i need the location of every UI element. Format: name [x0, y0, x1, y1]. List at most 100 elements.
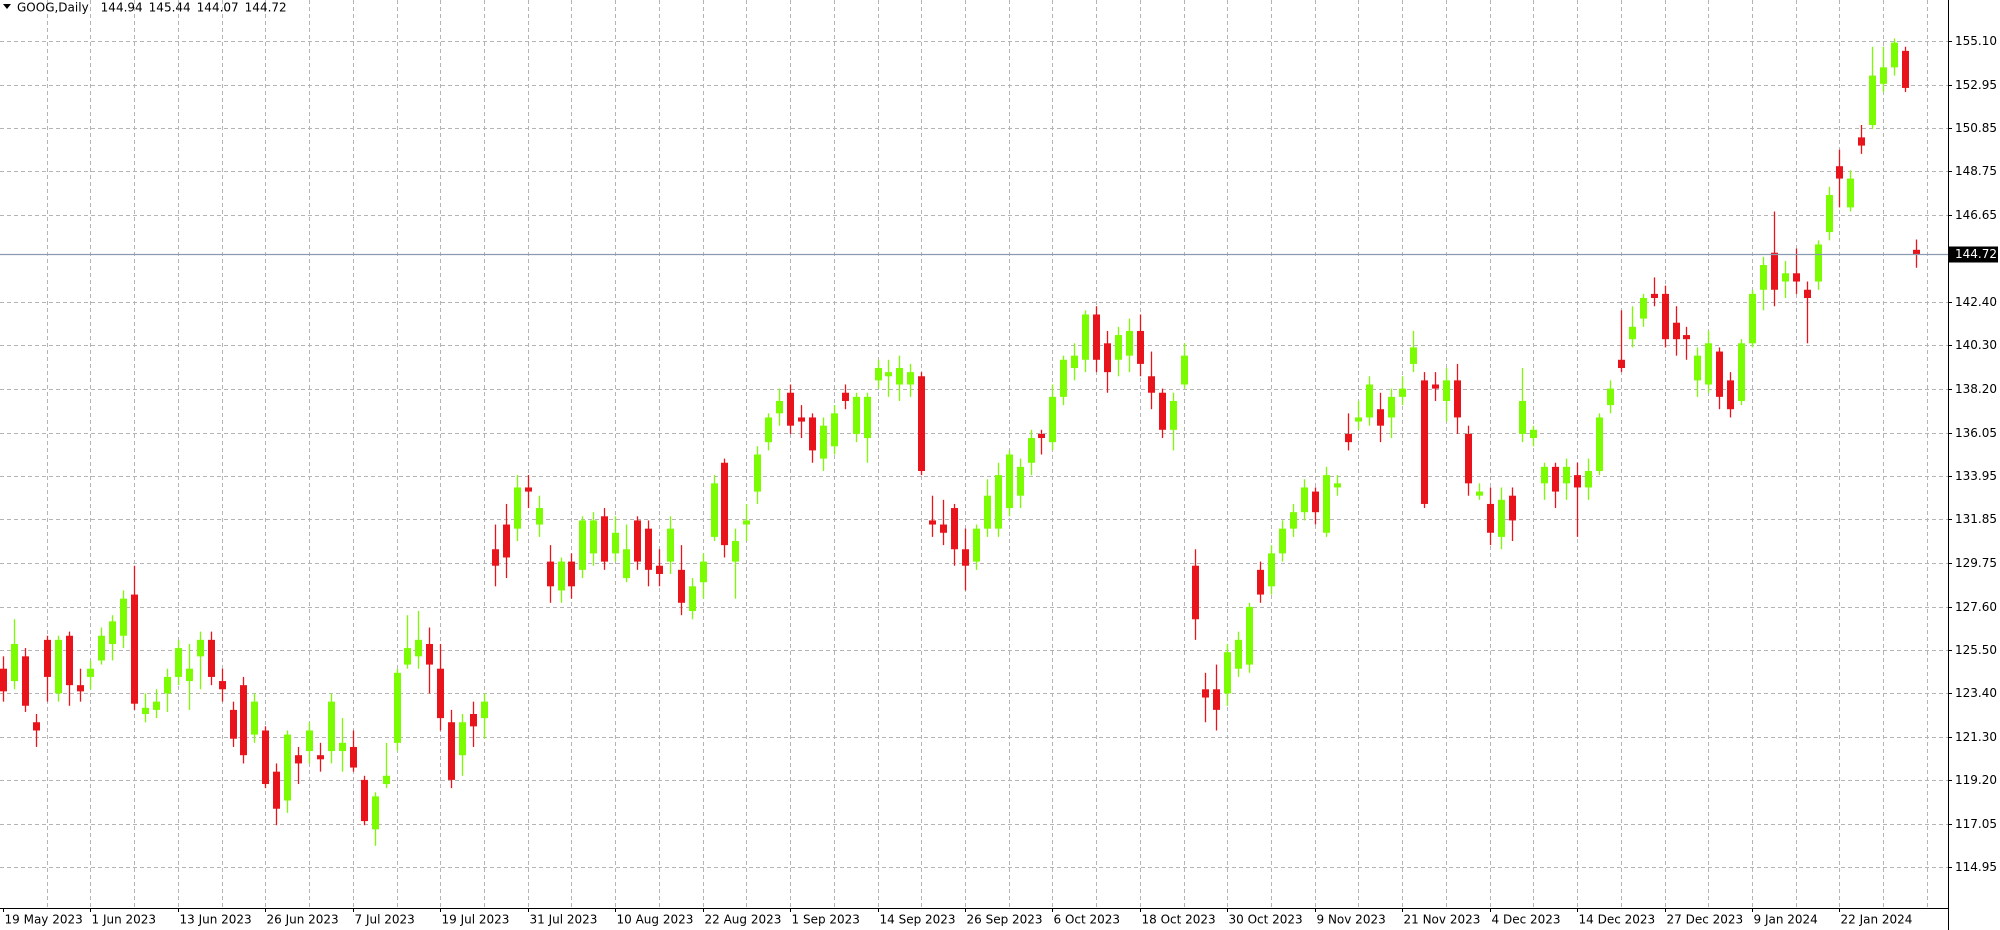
candle-body	[339, 742, 346, 752]
candle-body	[426, 643, 433, 665]
y-tick-label: 148.75	[1955, 164, 1997, 178]
candle-body	[1257, 569, 1264, 595]
y-tick-label: 127.60	[1955, 600, 1997, 614]
candle-body	[306, 730, 313, 752]
candle-body	[1279, 528, 1286, 554]
candle-body	[558, 561, 565, 591]
candle-body	[1334, 483, 1341, 488]
candle-body	[885, 372, 892, 377]
candle-body	[87, 668, 94, 677]
candle-body	[394, 672, 401, 743]
x-tick-label: 1 Jun 2023	[92, 913, 157, 927]
candle-body	[404, 648, 411, 665]
candle-body	[623, 549, 630, 579]
candle-body	[1629, 326, 1636, 340]
candle-body	[1006, 454, 1013, 509]
candle-body	[667, 528, 674, 562]
candle-body	[55, 639, 62, 694]
x-tick-label: 27 Dec 2023	[1667, 913, 1744, 927]
candle-body	[1771, 252, 1778, 290]
candle-body	[776, 400, 783, 414]
candle-body	[1530, 429, 1537, 439]
candle-body	[459, 722, 466, 756]
current-price-label: 144.72	[1955, 247, 1997, 261]
candle-body	[1804, 289, 1811, 298]
candle-body	[1443, 380, 1450, 401]
candle-body	[1268, 553, 1275, 587]
header-value: 144.72	[245, 1, 287, 15]
candle-body	[1082, 314, 1089, 360]
x-tick-label: 21 Nov 2023	[1404, 913, 1481, 927]
candle-body	[437, 668, 444, 719]
y-tick-label: 136.05	[1955, 426, 1997, 440]
candle-body	[1049, 396, 1056, 443]
candle-body	[1760, 265, 1767, 290]
header-value: 145.44	[149, 1, 191, 15]
candle-body	[1038, 433, 1045, 439]
x-tick-label: 18 Oct 2023	[1142, 913, 1216, 927]
candle-body	[481, 701, 488, 719]
candle-body	[689, 586, 696, 612]
candle-body	[230, 709, 237, 739]
candle-body	[787, 392, 794, 426]
candle-body	[1366, 384, 1373, 418]
candle-body	[131, 594, 138, 704]
candle-body	[940, 524, 947, 533]
candle-body	[896, 368, 903, 385]
candle-body	[1377, 409, 1384, 426]
candle-body	[1421, 380, 1428, 504]
candle-body	[1891, 42, 1898, 68]
candle-body	[1902, 50, 1909, 88]
candle-body	[1563, 466, 1570, 484]
candle-body	[1148, 376, 1155, 393]
candle-body	[907, 372, 914, 385]
candle-body	[1574, 475, 1581, 488]
candle-body	[743, 520, 750, 525]
y-tick-label: 121.30	[1955, 730, 1997, 744]
candle-body	[820, 425, 827, 459]
candle-body	[372, 796, 379, 830]
candle-body	[1815, 244, 1822, 282]
candle-body	[1651, 293, 1658, 298]
candle-body	[1301, 487, 1308, 513]
candle-body	[1355, 417, 1362, 422]
candle-body	[951, 508, 958, 550]
candle-body	[197, 639, 204, 657]
candle-body	[383, 775, 390, 785]
candle-body	[547, 561, 554, 587]
y-tick-label: 117.05	[1955, 817, 1997, 831]
candle-body	[240, 685, 247, 756]
candle-body	[1509, 495, 1516, 521]
x-tick-label: 26 Jun 2023	[267, 913, 339, 927]
candle-body	[1596, 417, 1603, 471]
candle-body	[732, 541, 739, 562]
candle-body	[700, 561, 707, 583]
candle-body	[831, 413, 838, 447]
candle-body	[1312, 491, 1319, 513]
candle-body	[656, 565, 663, 574]
candle-body	[120, 598, 127, 636]
candle-body	[973, 528, 980, 562]
x-tick-label: 7 Jul 2023	[355, 913, 415, 927]
candle-body	[1847, 178, 1854, 208]
candle-body	[1345, 433, 1352, 443]
candle-body	[754, 454, 761, 492]
candle-body	[1585, 470, 1592, 488]
candle-body	[1662, 293, 1669, 340]
x-tick-label: 14 Dec 2023	[1579, 913, 1656, 927]
candle-body	[1705, 343, 1712, 385]
candle-body	[1487, 503, 1494, 533]
candle-body	[875, 368, 882, 381]
x-tick-label: 1 Sep 2023	[792, 913, 860, 927]
y-tick-label: 123.40	[1955, 686, 1997, 700]
candle-body	[1192, 565, 1199, 620]
candle-body	[0, 668, 7, 692]
candle-body	[864, 396, 871, 439]
candle-body	[1727, 380, 1734, 410]
candle-body	[1017, 466, 1024, 496]
candle-body	[1432, 384, 1439, 389]
candle-body	[1454, 380, 1461, 418]
candle-body	[415, 639, 422, 657]
candle-body	[317, 755, 324, 760]
candle-body	[350, 746, 357, 768]
